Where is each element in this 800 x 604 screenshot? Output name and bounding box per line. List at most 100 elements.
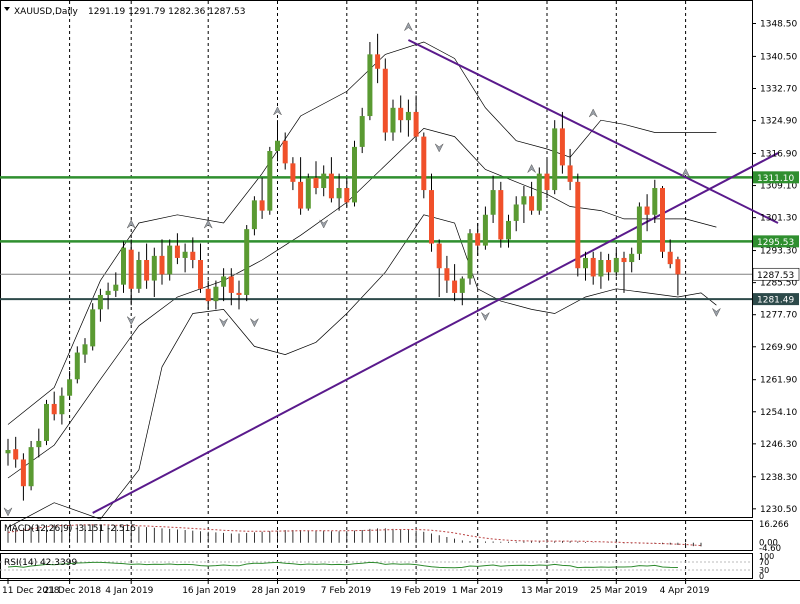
bullish-candle-body xyxy=(652,188,658,215)
bullish-candle-body xyxy=(105,290,111,295)
bearish-candle-body xyxy=(375,54,381,69)
bearish-candle-body xyxy=(128,249,134,289)
candle xyxy=(267,146,273,215)
candle xyxy=(590,251,596,285)
price-tick-label: 1309.10 xyxy=(760,182,797,192)
candle xyxy=(359,107,365,154)
candle xyxy=(367,42,373,121)
candle xyxy=(444,255,450,293)
rsi-tick-label: 70 xyxy=(759,558,769,567)
price-tick-label: 1293.30 xyxy=(760,247,797,257)
candle xyxy=(636,202,642,260)
time-tick-label: 11 Dec 2018 xyxy=(2,586,60,596)
macd-panel-frame xyxy=(0,520,753,551)
fractal-arrows xyxy=(3,22,721,517)
price-tick-label: 1324.90 xyxy=(760,117,797,127)
bullish-candle-body xyxy=(275,140,280,152)
bullish-candle-body xyxy=(490,190,496,215)
bearish-candle-body xyxy=(20,459,26,487)
fractal-down-icon xyxy=(434,143,444,153)
candle xyxy=(51,391,57,421)
bearish-candle-body xyxy=(313,177,319,189)
bearish-candle-body xyxy=(13,449,19,460)
candle xyxy=(398,95,404,133)
bearish-candle-body xyxy=(205,288,211,302)
fractal-up-icon xyxy=(273,106,282,116)
candle xyxy=(151,247,157,298)
time-tick-label: 13 Mar 2019 xyxy=(521,586,578,596)
candle xyxy=(313,161,319,195)
candle xyxy=(244,225,250,302)
bullish-candle-body xyxy=(244,229,250,295)
candle xyxy=(182,243,188,273)
candle xyxy=(336,173,342,211)
bullish-candle-body xyxy=(598,260,604,277)
level-label-box xyxy=(753,235,799,248)
macd-tick-label: 16.266 xyxy=(759,520,789,530)
bullish-candle-body xyxy=(182,251,188,258)
candle xyxy=(498,181,504,248)
candle xyxy=(652,179,658,223)
candle xyxy=(413,95,419,141)
price-tick-label: 1340.50 xyxy=(760,52,797,62)
time-tick-label: 19 Feb 2019 xyxy=(390,586,446,596)
candle xyxy=(490,175,496,223)
bullish-candle-body xyxy=(613,257,619,273)
candle xyxy=(382,58,388,141)
bullish-candle-body xyxy=(336,188,342,199)
candle xyxy=(144,243,150,289)
rsi-tick-label: 30 xyxy=(759,566,769,575)
candle xyxy=(121,241,126,293)
bullish-candle-body xyxy=(44,403,49,441)
bullish-candle-body xyxy=(390,107,396,133)
bullish-candle-body xyxy=(506,220,511,240)
rsi-tick-label: 100 xyxy=(759,552,774,561)
main-panel-frame xyxy=(0,0,753,518)
price-tick-label: 1277.70 xyxy=(760,311,797,321)
bearish-candle-body xyxy=(413,111,419,137)
bearish-candle-body xyxy=(559,128,565,166)
candle xyxy=(82,338,88,363)
macd-tick-label: -4.60 xyxy=(759,544,781,554)
bullish-candle-body xyxy=(113,284,119,291)
candle xyxy=(598,251,604,289)
price-tick-label: 1254.10 xyxy=(760,408,797,418)
bullish-candle-body xyxy=(583,257,588,269)
bullish-candle-body xyxy=(513,204,519,221)
price-tick-label: 1348.50 xyxy=(760,20,797,30)
bullish-candle-body xyxy=(151,255,157,281)
candle xyxy=(459,276,465,306)
bollinger-middle-line xyxy=(7,128,717,479)
candle xyxy=(390,99,396,141)
price-tick-label: 1238.30 xyxy=(760,473,797,483)
bullish-candle-body xyxy=(121,247,126,285)
bearish-candle-body xyxy=(159,255,165,275)
candle xyxy=(20,453,26,501)
price-tick-label: 1261.90 xyxy=(760,376,797,386)
fractal-up-icon xyxy=(681,168,690,177)
time-tick-label: 1 Mar 2019 xyxy=(452,586,504,596)
level-label-box xyxy=(752,267,800,281)
level-label-box xyxy=(753,293,799,306)
bullish-candle-body xyxy=(521,196,527,205)
candle xyxy=(583,251,588,281)
level-label: 1311.10 xyxy=(757,174,794,184)
candle xyxy=(221,268,227,302)
candle xyxy=(213,280,219,310)
bullish-candle-body xyxy=(359,116,365,147)
collapse-triangle-icon[interactable] xyxy=(4,7,10,11)
bearish-candle-body xyxy=(660,188,665,252)
bullish-candle-body xyxy=(90,309,96,347)
ohlc-readout: 1291.19 1291.79 1282.36 1287.53 xyxy=(88,7,245,17)
time-tick-label: 7 Feb 2019 xyxy=(321,586,372,596)
bullish-candle-body xyxy=(28,447,34,487)
candle xyxy=(375,33,381,84)
candle xyxy=(467,229,473,285)
candle xyxy=(298,157,304,215)
macd-signal-line xyxy=(7,524,702,547)
bearish-candle-body xyxy=(498,190,504,240)
candle xyxy=(59,387,65,425)
